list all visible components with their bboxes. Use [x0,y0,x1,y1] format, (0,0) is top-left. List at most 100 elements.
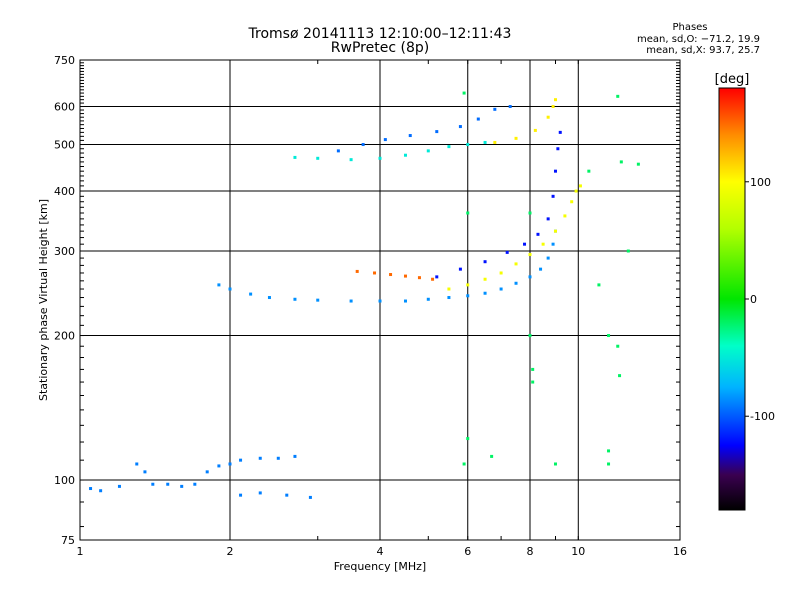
colorbar-tick-label: 100 [750,176,771,189]
data-point [558,130,562,134]
data-point [458,125,462,129]
data-point [546,256,550,260]
data-point [466,211,470,215]
data-point [180,484,184,488]
data-point [426,149,430,153]
data-point [435,275,439,279]
phase-o-stats: mean, sd,O: −71.2, 19.9 [637,34,760,45]
y-tick-label: 100 [54,474,75,487]
data-point [531,380,535,384]
data-point [426,297,430,301]
y-tick-label: 300 [54,245,75,258]
data-point [528,253,532,257]
data-point [151,482,155,486]
data-point [483,140,487,144]
data-point [607,334,611,338]
data-point [523,242,527,246]
data-point [217,283,221,287]
data-point [435,130,439,134]
colorbar-label: [deg] [715,72,750,87]
y-tick-label: 750 [54,54,75,67]
data-point [293,297,297,301]
data-point [267,296,271,300]
data-point [483,260,487,264]
data-point [619,160,623,164]
data-point [466,283,470,287]
data-point [462,462,466,466]
y-tick-label: 75 [61,534,75,547]
data-point [447,287,451,291]
data-point [316,156,320,160]
data-point [408,134,412,138]
data-point [483,291,487,295]
data-point [249,292,253,296]
data-point [607,449,611,453]
data-point [636,162,640,166]
chart-title-line2: RwPretec (8p) [330,40,430,56]
data-point [563,214,567,218]
y-axis-label: Stationary phase Virtual Height [km] [37,199,50,401]
data-point [336,149,340,153]
data-point [293,454,297,458]
data-point [553,98,557,102]
colorbar-tick-label: 0 [750,293,757,306]
data-point [570,200,574,204]
data-point [403,299,407,303]
data-point [476,117,480,121]
x-tick-label: 2 [227,545,234,558]
data-point [316,298,320,302]
data-point [228,287,232,291]
x-tick-label: 8 [527,545,534,558]
data-point [616,94,620,98]
data-point [355,269,359,273]
data-point [551,242,555,246]
data-point [258,491,262,495]
data-point [607,462,611,466]
data-point [490,454,494,458]
data-point [531,367,535,371]
data-point [556,147,560,151]
data-point [626,249,630,253]
data-point [258,456,262,460]
data-point [193,482,197,486]
data-point [349,299,353,303]
data-point [447,145,451,149]
data-point [597,283,601,287]
phases-title: Phases [672,22,708,33]
data-point [462,91,466,95]
data-point [528,211,532,215]
data-point [389,273,393,277]
chart-title-line1: Tromsø 20141113 12:10:00–12:11:43 [248,26,512,42]
data-point [551,105,555,109]
data-point [466,294,470,298]
data-point [293,155,297,159]
data-point [499,271,503,275]
x-tick-label: 6 [464,545,471,558]
data-point [539,267,543,271]
x-tick-label: 16 [673,545,687,558]
y-tick-label: 500 [54,139,75,152]
x-tick-label: 1 [77,545,84,558]
data-point [553,229,557,233]
data-point [166,482,170,486]
y-tick-label: 200 [54,330,75,343]
data-point [99,489,103,493]
data-point [528,334,532,338]
data-point [493,140,497,144]
data-point [431,277,435,281]
data-point [403,274,407,278]
data-point [417,276,421,280]
y-tick-label: 600 [54,101,75,114]
data-point [308,495,312,499]
data-point [493,107,497,111]
colorbar-tick-label: -100 [750,410,775,423]
data-point [553,169,557,173]
data-point [466,143,470,147]
data-point [536,232,540,236]
data-point [553,462,557,466]
data-point [618,374,622,378]
data-point [574,189,578,193]
colorbar [718,87,746,511]
data-point [239,493,243,497]
